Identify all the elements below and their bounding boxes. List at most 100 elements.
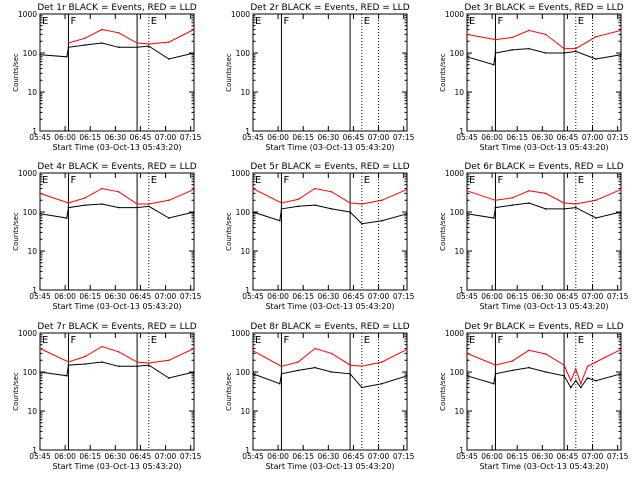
x-tick-label: 06:45 xyxy=(557,133,579,142)
data-point xyxy=(381,199,383,202)
series-line-events xyxy=(39,203,195,219)
data-point xyxy=(494,206,497,209)
data-point xyxy=(297,369,299,372)
data-point xyxy=(314,347,316,350)
x-tick-label: 07:00 xyxy=(368,292,390,301)
y-tick-label: 10 xyxy=(27,407,37,416)
x-tick-label: 07:00 xyxy=(155,292,177,301)
chart-title: Det 5r BLACK = Events, RED = LLD xyxy=(250,162,409,172)
data-point xyxy=(101,42,103,44)
data-point xyxy=(620,29,622,32)
event-marker-label: F xyxy=(70,335,76,346)
x-tick-label: 06:30 xyxy=(532,452,554,461)
data-point xyxy=(252,372,254,375)
x-tick-label: 07:15 xyxy=(180,133,202,142)
y-tick-label: 10 xyxy=(240,88,250,97)
event-marker-label: F xyxy=(497,175,503,186)
x-tick-label: 07:15 xyxy=(607,452,629,461)
data-point xyxy=(280,372,283,375)
data-point xyxy=(544,192,547,195)
data-point xyxy=(39,371,41,373)
data-point xyxy=(193,347,195,350)
series-line-lld xyxy=(466,348,622,386)
y-axis-label: Counts/sec xyxy=(12,212,20,251)
data-point xyxy=(168,377,170,379)
chart-panel-4: Det 4r BLACK = Events, RED = LLD 1 10 100 10… xyxy=(12,162,202,311)
data-point xyxy=(39,192,41,195)
x-tick-label: 06:15 xyxy=(506,292,528,301)
plot-frame xyxy=(466,13,622,132)
data-point xyxy=(528,29,530,32)
y-axis-label: Counts/sec xyxy=(225,53,233,92)
data-point xyxy=(39,53,41,56)
y-tick-label: 10 xyxy=(454,247,464,256)
data-point xyxy=(168,359,170,362)
x-tick-label: 05:45 xyxy=(29,452,51,461)
data-point xyxy=(494,52,497,54)
data-point xyxy=(349,211,351,213)
data-point xyxy=(528,189,530,192)
data-point xyxy=(466,352,468,355)
data-point xyxy=(494,372,497,375)
event-marker-label: F xyxy=(283,335,289,346)
data-point xyxy=(492,217,495,219)
data-point xyxy=(148,43,150,45)
data-point xyxy=(148,362,150,364)
data-point xyxy=(297,361,299,363)
plot-frame xyxy=(39,13,195,132)
event-marker-label: E xyxy=(364,175,370,186)
data-point xyxy=(314,204,316,206)
x-tick-label: 05:45 xyxy=(456,452,478,461)
data-point xyxy=(297,198,299,201)
data-point xyxy=(406,348,408,351)
x-tick-label: 06:45 xyxy=(130,292,152,301)
x-tick-label: 07:00 xyxy=(582,292,604,301)
y-tick-label: 1 xyxy=(32,127,37,136)
y-tick-label: 1 xyxy=(32,446,37,455)
chart-title: Det 1r BLACK = Events, RED = LLD xyxy=(37,3,196,13)
data-point xyxy=(511,204,513,206)
y-tick-label: 1000 xyxy=(231,169,250,178)
y-tick-label: 1000 xyxy=(18,10,37,19)
event-marker-label: E xyxy=(578,175,584,186)
x-tick-label: 07:15 xyxy=(393,452,415,461)
series-line-events xyxy=(252,204,408,225)
series-line-events xyxy=(466,48,622,66)
data-point xyxy=(544,52,547,54)
data-point xyxy=(297,205,299,208)
y-tick-label: 1 xyxy=(245,446,250,455)
series-line-events xyxy=(39,361,195,379)
series-line-lld xyxy=(466,29,622,50)
data-point xyxy=(528,202,530,204)
y-axis-label: Counts/sec xyxy=(12,372,20,411)
data-point xyxy=(492,382,495,385)
x-tick-label: 06:45 xyxy=(557,452,579,461)
data-point xyxy=(406,188,408,191)
data-point xyxy=(544,33,547,36)
data-point xyxy=(595,36,597,38)
data-point xyxy=(528,366,530,369)
x-tick-label: 06:15 xyxy=(79,292,101,301)
data-point xyxy=(563,202,565,204)
data-point xyxy=(314,366,316,369)
chart-title: Det 2r BLACK = Events, RED = LLD xyxy=(250,3,409,13)
data-point xyxy=(136,42,138,44)
data-point xyxy=(406,374,408,377)
data-point xyxy=(595,379,597,382)
x-tick-label: 07:15 xyxy=(393,292,415,301)
data-point xyxy=(330,190,333,193)
data-point xyxy=(278,219,281,222)
data-point xyxy=(67,42,70,44)
data-point xyxy=(494,364,497,366)
data-point xyxy=(361,365,363,368)
series-line-events xyxy=(252,367,408,389)
x-tick-label: 06:30 xyxy=(105,133,127,142)
event-marker-label: E xyxy=(469,175,475,186)
series-line-lld xyxy=(39,187,195,205)
x-tick-label: 07:00 xyxy=(582,133,604,142)
event-marker-label: E xyxy=(151,16,157,27)
x-tick-label: 05:45 xyxy=(29,133,51,142)
y-tick-label: 1000 xyxy=(445,10,464,19)
data-point xyxy=(528,349,530,352)
